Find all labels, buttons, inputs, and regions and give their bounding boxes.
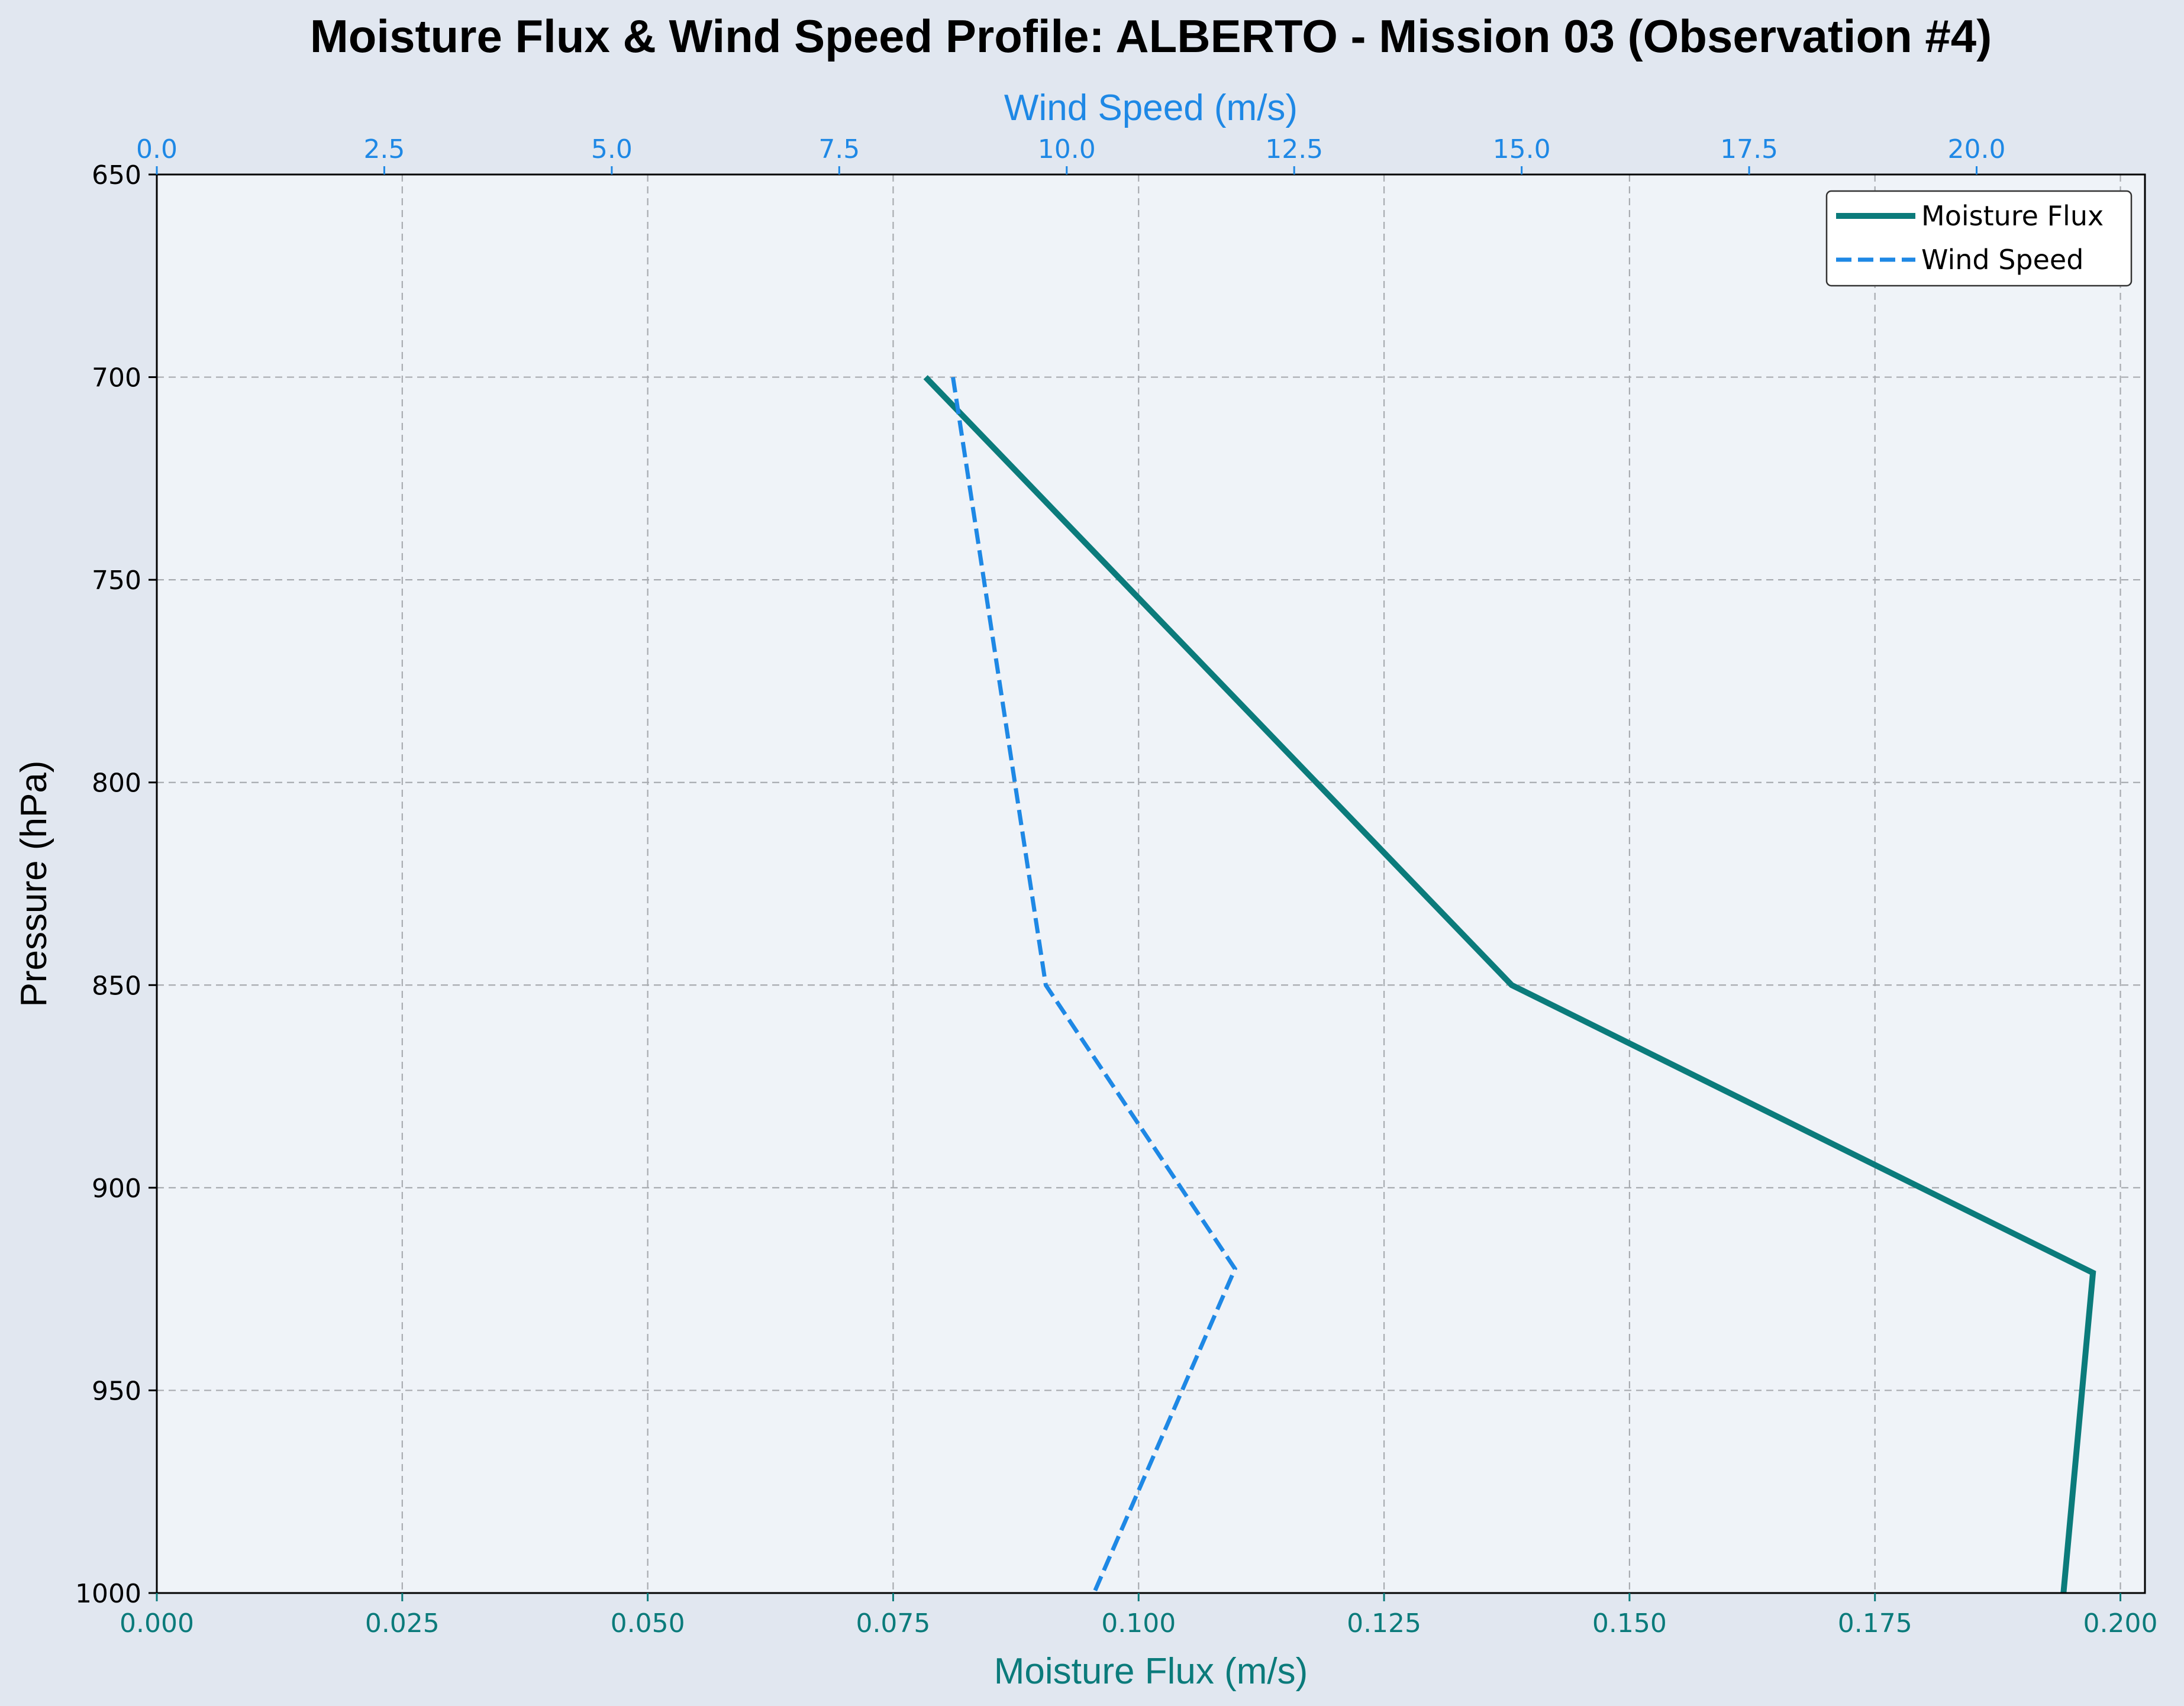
bottom-tick-label: 0.025 [365,1608,440,1639]
bottom-tick-label: 0.125 [1347,1608,1421,1639]
top-tick-label: 10.0 [1038,134,1096,164]
plot-area [157,175,2145,1593]
series-line-moisture-flux [923,375,2096,1594]
bottom-tick-label: 0.050 [611,1608,685,1639]
y-tick-label: 850 [92,971,141,1001]
bottom-tick-label: 0.000 [120,1608,194,1639]
y-tick-label: 900 [92,1174,141,1204]
bottom-tick-label: 0.100 [1101,1608,1176,1639]
y-tick-label: 700 [92,363,141,393]
y-tick-label: 950 [92,1376,141,1406]
top-axis-label: Wind Speed (m/s) [1004,88,1298,128]
top-tick-label: 0.0 [136,134,178,164]
y-tick-label: 750 [92,566,141,596]
top-tick-label: 12.5 [1265,134,1323,164]
bottom-tick-label: 0.150 [1592,1608,1667,1639]
legend-label: Wind Speed [1921,244,2083,276]
legend-label: Moisture Flux [1921,200,2104,232]
top-tick-label: 5.0 [591,134,633,164]
y-tick-label: 1000 [75,1579,141,1609]
y-axis-ticks: 650 700 750 800 850 900 950 1000 [75,160,157,1609]
bottom-tick-label: 0.075 [856,1608,930,1639]
top-tick-label: 15.0 [1493,134,1551,164]
y-axis-label: Pressure (hPa) [14,761,54,1007]
top-axis-ticks: 0.0 2.5 5.0 7.5 10.0 12.5 15.0 17.5 20.0 [136,134,2005,175]
plot-frame [156,173,2146,1594]
top-tick-label: 17.5 [1720,134,1778,164]
top-tick-label: 2.5 [363,134,405,164]
series-layer [923,375,2096,1594]
legend: Moisture Flux Wind Speed [1825,190,2133,287]
bottom-axis-label: Moisture Flux (m/s) [994,1651,1308,1692]
top-tick-label: 20.0 [1948,134,2006,164]
series-line-wind-speed [951,377,1238,1594]
bottom-axis-ticks: 0.000 0.025 0.050 0.075 0.100 0.125 0.150 0.175… [120,1593,2158,1639]
chart-title: Moisture Flux & Wind Speed Profile: ALBE… [310,10,1992,62]
bottom-tick-label: 0.175 [1838,1608,1912,1639]
top-tick-label: 7.5 [818,134,860,164]
bottom-tick-label: 0.200 [2083,1608,2158,1639]
y-tick-label: 800 [92,768,141,799]
y-tick-label: 650 [92,160,141,190]
